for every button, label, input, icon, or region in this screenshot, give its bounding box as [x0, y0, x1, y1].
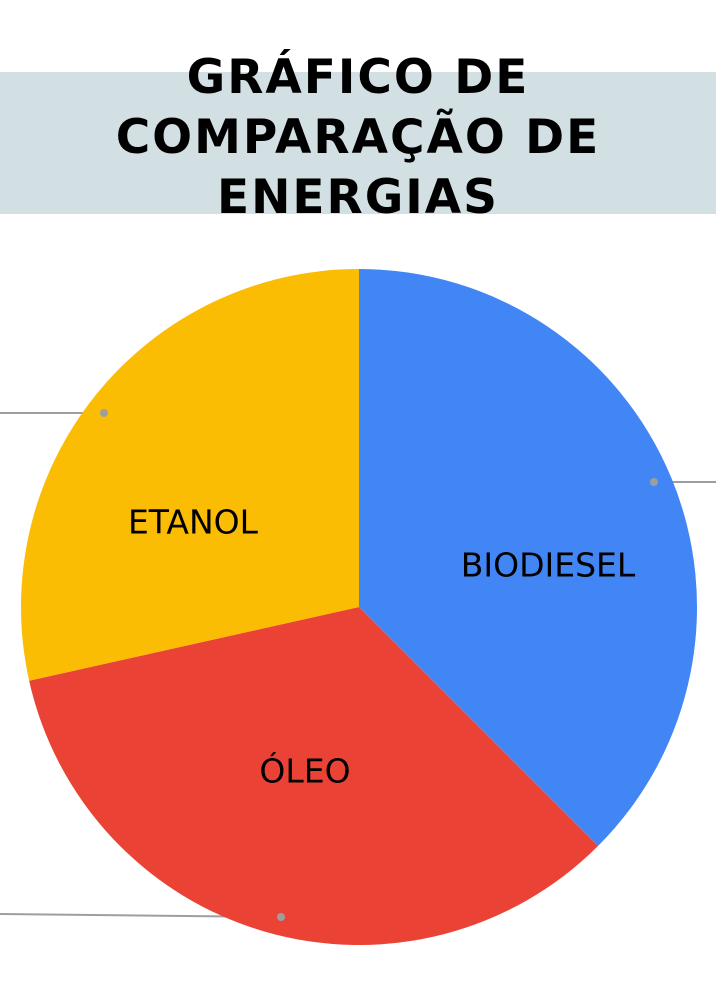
- leader-dot-óleo: [277, 913, 285, 921]
- title-line-3: ENERGIAS: [216, 170, 500, 225]
- slice-label-óleo: ÓLEO: [259, 751, 350, 791]
- slice-biodiesel: [359, 269, 697, 847]
- leader-dot-etanol: [100, 409, 108, 417]
- slice-label-biodiesel: BIODIESEL: [461, 546, 636, 585]
- chart-title: GRÁFICO DE COMPARAÇÃO DE ENERGIAS: [0, 48, 716, 228]
- slice-labels: BIODIESEL ÓLEO ETANOL: [100, 409, 658, 921]
- slice-label-etanol: ETANOL: [128, 503, 259, 542]
- slice-óleo: [29, 607, 599, 945]
- title-line-1: GRÁFICO DE: [186, 50, 530, 105]
- leader-dot-biodiesel: [650, 478, 658, 486]
- title-line-2: COMPARAÇÃO DE: [115, 110, 601, 165]
- slice-etanol: [20, 269, 360, 681]
- pie-slices: [20, 269, 697, 945]
- title-band: [0, 72, 716, 214]
